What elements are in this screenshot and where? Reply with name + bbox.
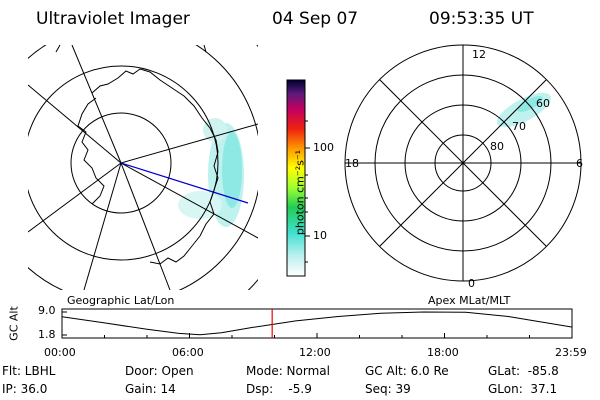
coastline — [77, 68, 219, 265]
altitude-ytick-9: 9.0 — [38, 304, 56, 317]
altitude-xtick-0000: 00:00 — [44, 346, 76, 359]
magnetic-panel-label: Apex MLat/MLT — [428, 294, 511, 307]
mlt-label-12: 12 — [472, 48, 486, 61]
mag-aurora-emission — [497, 92, 551, 128]
time-label: 09:53:35 UT — [429, 9, 534, 29]
lat-label-80: 80 — [490, 140, 504, 153]
dsp-readout: Dsp: -5.9 — [246, 382, 312, 396]
colorbar-tick-10: 10 — [313, 229, 327, 242]
geographic-panel-label: Geographic Lat/Lon — [67, 294, 175, 307]
lat-label-60: 60 — [536, 97, 550, 110]
door-readout: Door: Open — [125, 364, 194, 378]
geographic-map — [28, 44, 258, 290]
mlt-label-0: 0 — [468, 277, 475, 290]
ip-readout: IP: 36.0 — [2, 382, 48, 396]
gain-readout: Gain: 14 — [125, 382, 176, 396]
altitude-xtick-0600: 06:00 — [172, 346, 204, 359]
altitude-xtick-1200: 12:00 — [299, 346, 331, 359]
date-label: 04 Sep 07 — [272, 9, 359, 29]
colorbar-tick-100: 100 — [313, 141, 334, 154]
instrument-title: Ultraviolet Imager — [36, 9, 190, 29]
lat-label-70: 70 — [512, 120, 526, 133]
gc-alt-readout: GC Alt: 6.0 Re — [365, 364, 449, 378]
colorbar — [286, 79, 310, 277]
mlt-label-6: 6 — [576, 157, 583, 170]
glat-readout: GLat: -85.8 — [488, 364, 559, 378]
altitude-xtick-1800: 18:00 — [427, 346, 459, 359]
mode-readout: Mode: Normal — [246, 364, 330, 378]
seq-readout: Seq: 39 — [365, 382, 411, 396]
altitude-series-line — [61, 311, 572, 336]
mlt-label-18: 18 — [345, 157, 359, 170]
altitude-xtick-2359: 23:59 — [555, 346, 587, 359]
altitude-ytick-1-8: 1.8 — [38, 328, 56, 341]
glon-readout: GLon: 37.1 — [488, 382, 558, 396]
altitude-ylabel: GC Alt — [7, 306, 21, 341]
magnetic-polar-plot — [344, 44, 582, 282]
filter-readout: Flt: LBHL — [2, 364, 56, 378]
